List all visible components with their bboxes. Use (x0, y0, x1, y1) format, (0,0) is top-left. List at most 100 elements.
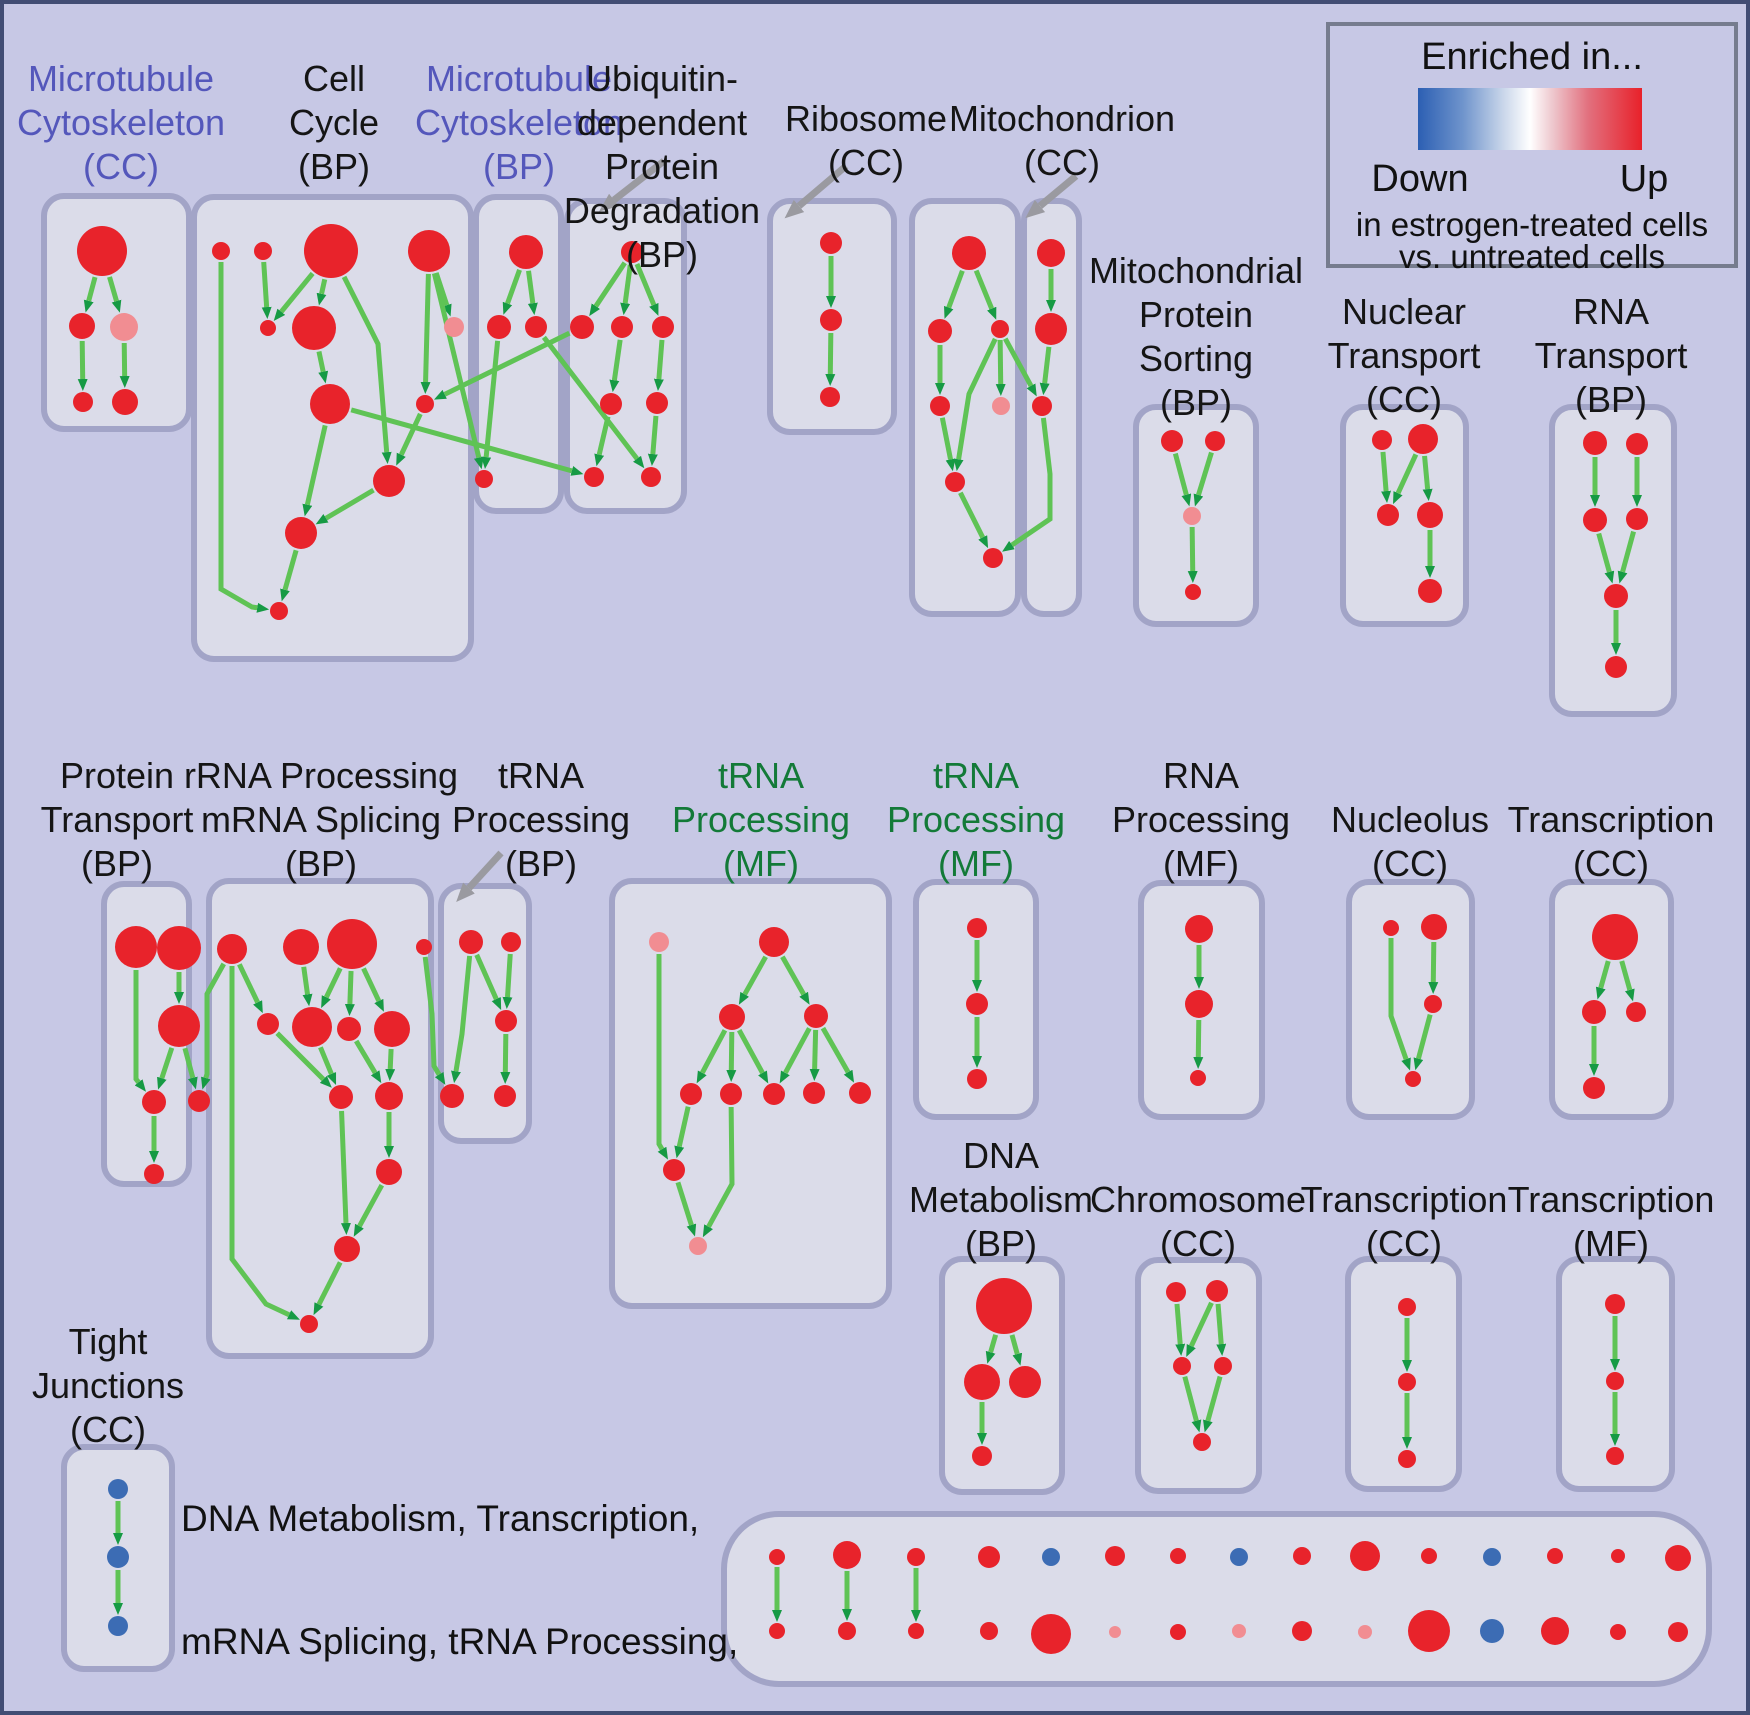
label-transcription-mf: Transcription (MF) (1507, 1179, 1715, 1264)
edge-arrow (736, 1028, 769, 1084)
go-term-node-misc-bottom (1541, 1617, 1569, 1645)
go-term-node-misc-bottom (1421, 1548, 1437, 1564)
edge-arrow (350, 407, 584, 476)
go-term-node-chromosome (1206, 1280, 1228, 1302)
cluster-box-misc-bottom (721, 1511, 1712, 1687)
edge-arrow (702, 1106, 735, 1238)
go-term-node-protein-transport (188, 1090, 210, 1112)
go-term-node-transcription-cc-m (1582, 1000, 1606, 1024)
edge-arrow (1174, 1303, 1186, 1357)
edge-arrow (316, 350, 329, 384)
edge-arrow (944, 269, 965, 319)
edge-arrow (647, 415, 659, 467)
go-term-node-protein-transport (142, 1090, 166, 1114)
edge-arrow (1182, 1376, 1202, 1433)
go-term-node-microtubule-bp (509, 235, 543, 269)
edge-arrow (1619, 960, 1635, 1002)
legend-title: Enriched in... (1421, 36, 1643, 78)
go-term-node-misc-bottom (1610, 1624, 1626, 1640)
go-term-node-mitochondrion (1032, 396, 1052, 416)
go-term-node-mitochondrion (1037, 239, 1065, 267)
go-term-node-cell-cycle (270, 602, 288, 620)
go-term-node-nuclear-transport (1408, 424, 1438, 454)
go-term-node-mito-sorting (1161, 430, 1183, 452)
edge-arrow (1186, 1301, 1214, 1357)
go-term-node-misc-bottom (1292, 1621, 1312, 1641)
go-term-node-chromosome (1214, 1357, 1232, 1375)
edge-arrow (302, 424, 328, 517)
go-term-node-mito-sorting (1185, 584, 1201, 600)
go-term-node-dna-metabolism (972, 1446, 992, 1466)
legend-subline-2: vs. untreated cells (1399, 238, 1665, 275)
edge-arrow (1009, 1334, 1023, 1366)
edge-arrow (1215, 1303, 1227, 1357)
go-term-node-protein-transport (144, 1164, 164, 1184)
go-term-node-misc-bottom (833, 1541, 861, 1569)
legend-box: Enriched in... Down Up in estrogen-treat… (1326, 22, 1738, 275)
label-trna-processing-mf-2: tRNA Processing (MF) (886, 755, 1066, 884)
go-term-node-misc-bottom (1350, 1541, 1380, 1571)
go-term-node-rna-processing (1185, 990, 1213, 1018)
go-term-node-microtubule-bp (487, 315, 511, 339)
go-term-node-misc-bottom (1611, 1549, 1625, 1563)
go-term-node-cell-cycle (212, 242, 230, 260)
edge-arrow (675, 1181, 697, 1237)
go-term-node-rna-transport (1583, 431, 1607, 455)
go-term-node-ubiquitin-2 (820, 309, 842, 331)
go-term-node-transcription-cc-b (1398, 1373, 1416, 1391)
edge-arrow (315, 488, 375, 525)
go-term-node-trna-bp (495, 1010, 517, 1032)
edge-arrow (500, 1033, 511, 1085)
go-term-node-nucleolus (1383, 920, 1399, 936)
go-term-node-rrna-processing (337, 1017, 361, 1041)
go-term-node-ubiquitin-1 (652, 316, 674, 338)
go-term-node-microtubule-cc (69, 313, 95, 339)
edge-arrow (451, 955, 473, 1084)
edge-arrow (273, 271, 315, 322)
edge-arrow (620, 264, 633, 316)
edge-arrow (995, 339, 1006, 397)
go-term-node-microtubule-cc (73, 392, 93, 412)
label-cell-cycle-bp: Cell Cycle (BP) (288, 58, 380, 187)
go-term-node-microtubule-cc (112, 389, 138, 415)
edge-arrow (354, 1039, 382, 1084)
edge-arrow (1203, 1375, 1223, 1433)
go-term-node-rrna-processing (257, 1013, 279, 1035)
go-term-node-protein-transport (157, 926, 201, 970)
go-term-node-chromosome (1166, 1282, 1186, 1302)
go-term-node-rrna-processing (283, 929, 319, 965)
edge-arrow (157, 1047, 175, 1090)
go-term-node-misc-bottom (1665, 1545, 1691, 1571)
edge-arrow (344, 970, 355, 1017)
go-term-node-misc-bottom (1232, 1624, 1246, 1638)
label-microtubule-cytoskeleton-bp: Microtubule Cytoskeleton (BP) (414, 58, 624, 187)
go-term-node-misc-bottom (838, 1622, 856, 1640)
go-term-node-trna-mf-small (967, 1069, 987, 1089)
go-term-node-trna-bp (501, 932, 521, 952)
edge-arrow (1380, 451, 1392, 504)
edge-arrow (420, 273, 431, 395)
go-term-node-cell-cycle (304, 224, 358, 278)
go-term-node-misc-bottom (1031, 1614, 1071, 1654)
edge-arrow (820, 1026, 855, 1083)
misc-cluster-caption: DNA Metabolism, Transcription, mRNA Spli… (181, 1416, 738, 1711)
go-term-node-protein-transport (115, 926, 157, 968)
legend-down-label: Down (1371, 158, 1469, 200)
go-term-node-misc-bottom (1170, 1624, 1186, 1640)
go-term-node-trna-mf-small (966, 993, 988, 1015)
go-term-node-transcription-cc-b (1398, 1298, 1416, 1316)
go-term-node-transcription-mf (1605, 1294, 1625, 1314)
edge-arrow (696, 1029, 728, 1084)
label-nucleolus-cc: Nucleolus (CC) (1330, 799, 1490, 884)
edge-arrow (316, 278, 328, 306)
go-term-node-cell-cycle (260, 320, 276, 336)
edge-arrow (780, 955, 810, 1005)
edge-arrow (361, 967, 384, 1012)
go-term-node-cell-cycle (254, 242, 272, 260)
go-term-node-nucleolus (1405, 1071, 1421, 1087)
edge-arrow (280, 549, 299, 602)
go-term-node-cell-cycle (373, 465, 405, 497)
go-term-node-nuclear-transport (1418, 579, 1442, 603)
go-term-node-trna-mf-big (849, 1082, 871, 1104)
